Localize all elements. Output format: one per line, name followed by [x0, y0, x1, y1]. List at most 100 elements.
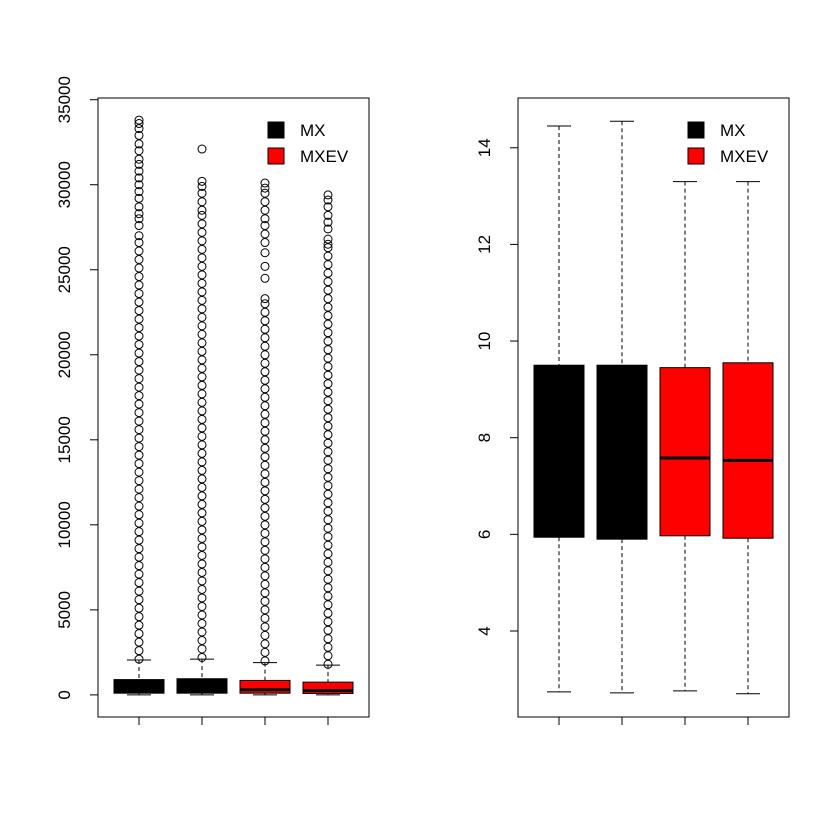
outlier	[134, 263, 144, 273]
outlier	[323, 277, 333, 287]
outlier	[323, 464, 333, 474]
outlier	[323, 659, 333, 669]
outlier	[134, 569, 144, 579]
outlier	[197, 567, 207, 577]
outlier	[197, 474, 207, 484]
outlier	[323, 190, 333, 200]
legend-swatch	[267, 147, 285, 165]
outlier	[260, 639, 270, 649]
outlier	[134, 433, 144, 443]
outlier	[260, 545, 270, 555]
outlier	[197, 533, 207, 543]
outlier	[134, 612, 144, 622]
outlier	[197, 278, 207, 288]
outlier	[260, 178, 270, 188]
outlier	[197, 627, 207, 637]
outlier	[323, 583, 333, 593]
outlier	[323, 251, 333, 261]
outlier	[323, 413, 333, 423]
outlier	[323, 540, 333, 550]
outlier	[323, 217, 333, 227]
outlier	[197, 491, 207, 501]
y-tick-label: 0	[55, 690, 74, 699]
outlier	[323, 224, 333, 234]
outlier	[134, 501, 144, 511]
outlier	[260, 307, 270, 317]
outlier	[260, 248, 270, 258]
outlier	[134, 510, 144, 520]
outlier	[134, 272, 144, 282]
outlier	[260, 214, 270, 224]
outlier	[323, 625, 333, 635]
outlier	[323, 260, 333, 270]
outlier	[134, 139, 144, 149]
outlier	[323, 532, 333, 542]
outlier	[323, 421, 333, 431]
outlier	[260, 571, 270, 581]
outlier	[323, 336, 333, 346]
outlier	[134, 578, 144, 588]
outlier	[197, 635, 207, 645]
y-tick-label: 5000	[55, 591, 74, 629]
y-tick-label: 20000	[55, 331, 74, 378]
outlier	[197, 253, 207, 263]
outlier	[134, 214, 144, 224]
y-tick-label: 8	[475, 433, 494, 442]
box	[113, 679, 165, 694]
outlier	[260, 426, 270, 436]
outlier	[134, 603, 144, 613]
outlier	[260, 528, 270, 538]
outlier	[197, 499, 207, 509]
outlier	[134, 552, 144, 562]
outlier	[260, 261, 270, 271]
outlier	[134, 154, 144, 164]
outlier	[134, 493, 144, 503]
plot-frame	[97, 97, 370, 718]
outlier	[323, 396, 333, 406]
outlier	[323, 574, 333, 584]
outlier	[323, 239, 333, 249]
box	[659, 367, 711, 537]
outlier	[197, 423, 207, 433]
outlier	[134, 187, 144, 197]
outlier	[260, 384, 270, 394]
outlier	[197, 440, 207, 450]
outlier	[323, 566, 333, 576]
outlier	[134, 561, 144, 571]
outlier	[134, 654, 144, 664]
outlier	[260, 656, 270, 666]
outlier	[260, 452, 270, 462]
outlier	[323, 523, 333, 533]
outlier	[260, 520, 270, 530]
outlier	[197, 431, 207, 441]
outlier	[134, 314, 144, 324]
outlier	[260, 221, 270, 231]
outlier	[134, 166, 144, 176]
outlier	[323, 498, 333, 508]
outlier	[260, 596, 270, 606]
outlier	[260, 562, 270, 572]
outlier	[323, 472, 333, 482]
outlier	[197, 601, 207, 611]
legend-swatch	[687, 147, 705, 165]
box	[596, 364, 648, 540]
outlier	[197, 644, 207, 654]
outlier	[260, 579, 270, 589]
outlier	[260, 554, 270, 564]
outlier	[323, 506, 333, 516]
outlier	[134, 544, 144, 554]
outlier	[323, 430, 333, 440]
outlier	[134, 193, 144, 203]
outlier	[197, 406, 207, 416]
outlier	[197, 227, 207, 237]
outlier	[134, 323, 144, 333]
outlier	[260, 316, 270, 326]
y-tick-label: 4	[475, 626, 494, 635]
outlier	[260, 341, 270, 351]
outlier	[197, 338, 207, 348]
outlier	[323, 608, 333, 618]
outlier	[197, 525, 207, 535]
outlier	[197, 576, 207, 586]
outlier	[197, 372, 207, 382]
outlier	[134, 408, 144, 418]
